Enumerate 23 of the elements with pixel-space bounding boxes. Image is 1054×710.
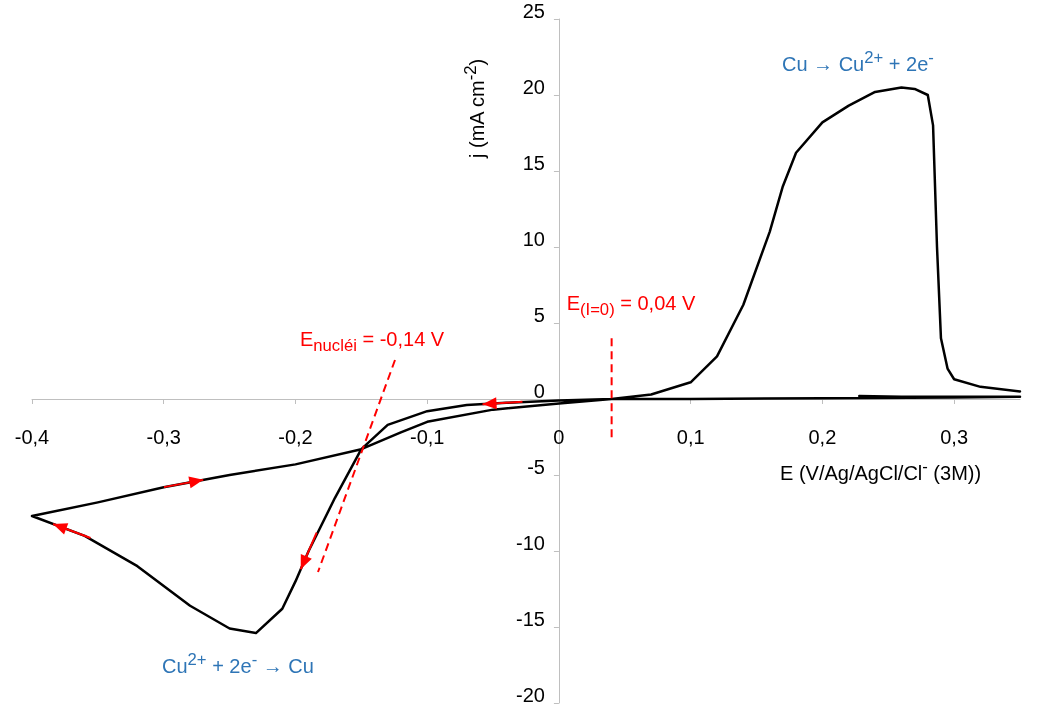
annotation: E$_{nucléi}$ = -0,14 V — [300, 328, 445, 356]
annotation: Cu → Cu$^{2+}$ + 2e$^{-}$ — [782, 48, 934, 76]
y-tick-label: -10 — [516, 532, 545, 554]
x-tick-label: 0 — [553, 426, 565, 448]
x-axis-title: E (V/Ag/AgCl/Cl$^{-}$ (3M)) — [780, 457, 982, 485]
annotation: Cu$^{2+}$ + 2e$^{-}$ → Cu — [162, 650, 314, 678]
ref-line-label: E$_{(I=0)}$ = 0,04 V — [566, 292, 696, 321]
x-tick-label: -0,2 — [278, 426, 313, 448]
y-tick-label: 5 — [533, 304, 545, 326]
x-tick-label: 0,3 — [940, 426, 969, 448]
y-tick-label: -20 — [516, 684, 545, 706]
x-tick-label: -0,1 — [409, 426, 445, 448]
y-tick-label: 10 — [522, 228, 545, 250]
x-tick-label: 0,2 — [808, 426, 837, 448]
y-tick-label: -5 — [527, 456, 545, 478]
y-tick-label: 0 — [533, 380, 545, 402]
y-tick-label: 25 — [522, 0, 545, 22]
x-tick-label: -0,3 — [146, 426, 181, 448]
y-tick-label: -15 — [516, 608, 545, 630]
x-tick-label: -0,4 — [14, 426, 50, 448]
y-tick-label: 15 — [522, 152, 545, 174]
x-tick-label: 0,1 — [676, 426, 705, 448]
y-tick-label: 20 — [522, 76, 545, 98]
